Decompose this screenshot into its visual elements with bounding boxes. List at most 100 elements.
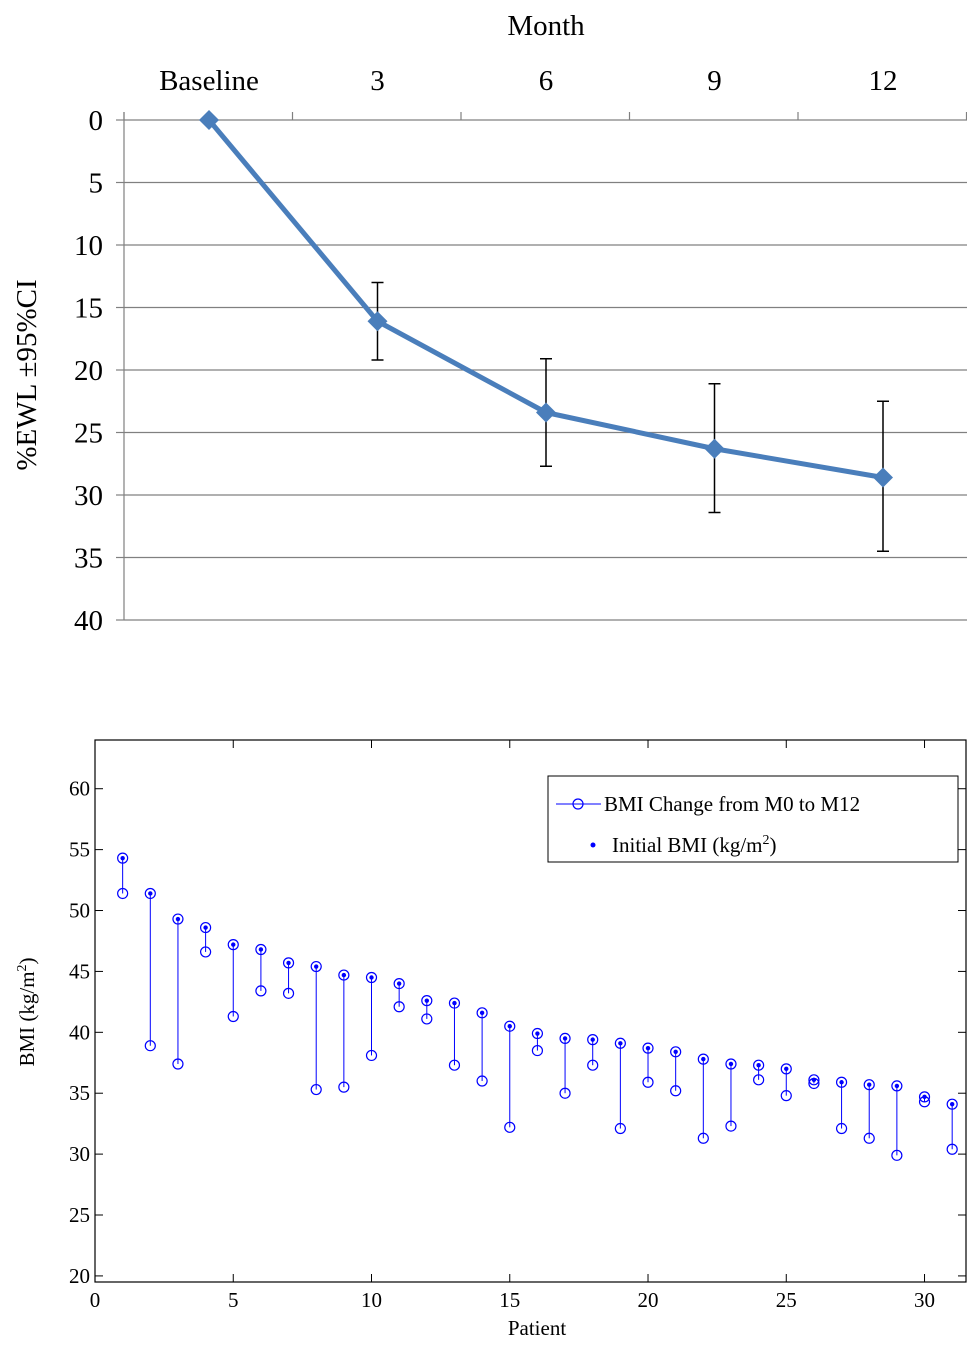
bmi-y-tick-label-50: 50 xyxy=(69,899,90,923)
bmi-x-tick-label-5: 5 xyxy=(228,1288,239,1312)
ewl-x-tick-label-2: 6 xyxy=(539,65,554,97)
bmi-initial-point-22 xyxy=(701,1056,706,1062)
ewl-y-axis-label: %EWL ±95%CI xyxy=(11,279,43,470)
legend-label-initial-close: ) xyxy=(770,833,777,857)
bmi-initial-ring-5 xyxy=(227,939,239,951)
legend-box xyxy=(547,775,959,863)
bmi-m12-point-25 xyxy=(780,1090,792,1102)
ewl-y-tick-label-25: 25 xyxy=(74,418,103,450)
bmi-initial-ring-22 xyxy=(697,1053,709,1065)
bmi-initial-ring-25 xyxy=(780,1063,792,1075)
bmi-initial-markers xyxy=(117,852,958,1110)
bmi-m12-point-12 xyxy=(421,1013,433,1025)
bmi-initial-ring-11 xyxy=(393,977,405,990)
bmi-initial-ring-21 xyxy=(670,1046,682,1058)
ewl-y-tick-labels: 0 5 10 15 20 25 30 35 40 xyxy=(74,105,103,637)
bmi-initial-point-17 xyxy=(562,1036,568,1041)
bmi-m12-point-14 xyxy=(476,1075,488,1087)
bmi-m12-point-1 xyxy=(117,887,129,900)
bmi-initial-ring-14 xyxy=(476,1007,488,1019)
ewl-y-tick-label-20: 20 xyxy=(74,355,103,387)
bmi-initial-point-10 xyxy=(369,975,374,980)
bmi-m12-point-21 xyxy=(670,1085,682,1097)
bmi-tick-marks xyxy=(94,740,966,1282)
bmi-initial-ring-4 xyxy=(200,921,212,934)
ewl-x-tick-marks xyxy=(116,112,967,621)
bmi-initial-ring-6 xyxy=(255,943,267,956)
bmi-initial-point-26 xyxy=(811,1077,817,1083)
bmi-m12-point-27 xyxy=(835,1122,848,1135)
ewl-marker-2 xyxy=(536,402,556,423)
ewl-y-tick-label-30: 30 xyxy=(74,480,103,512)
bmi-y-tick-label-40: 40 xyxy=(69,1020,90,1044)
bmi-initial-point-15 xyxy=(507,1024,512,1029)
bmi-m12-point-13 xyxy=(448,1059,461,1071)
bmi-y-axis-label-text: BMI (kg/m xyxy=(15,971,39,1066)
ewl-y-tick-label-35: 35 xyxy=(74,543,103,575)
bmi-initial-point-20 xyxy=(645,1045,651,1051)
bmi-initial-point-4 xyxy=(203,925,208,930)
bmi-initial-ring-2 xyxy=(144,887,156,900)
bmi-m12-point-10 xyxy=(365,1049,378,1062)
bmi-m12-point-20 xyxy=(642,1076,654,1088)
bmi-initial-ring-12 xyxy=(421,995,433,1007)
bmi-x-tick-label-10: 10 xyxy=(361,1288,382,1312)
bmi-m12-point-23 xyxy=(725,1120,737,1132)
legend-label-change: BMI Change from M0 to M12 xyxy=(604,792,860,816)
bmi-initial-ring-23 xyxy=(725,1058,737,1070)
ewl-x-tick-label-3: 9 xyxy=(707,65,722,97)
bmi-initial-point-8 xyxy=(314,964,319,969)
ewl-marker-1 xyxy=(367,311,388,332)
ewl-error-bars xyxy=(371,281,889,552)
bmi-initial-ring-17 xyxy=(559,1032,571,1045)
ewl-y-tick-label-0: 0 xyxy=(89,105,104,137)
bmi-m12-point-22 xyxy=(697,1132,709,1144)
bmi-initial-point-24 xyxy=(756,1063,761,1068)
legend-label-initial-text: Initial BMI (kg/m xyxy=(612,833,763,857)
bmi-x-tick-label-15: 15 xyxy=(499,1288,520,1312)
bmi-m12-point-18 xyxy=(587,1059,599,1071)
bmi-initial-point-18 xyxy=(590,1037,595,1042)
bmi-stems xyxy=(122,858,953,1156)
bmi-initial-ring-10 xyxy=(365,971,378,984)
bmi-initial-point-11 xyxy=(396,981,402,986)
bmi-initial-point-19 xyxy=(618,1041,623,1046)
bmi-initial-point-1 xyxy=(120,855,125,861)
bmi-initial-ring-20 xyxy=(642,1042,654,1054)
bmi-y-tick-label-30: 30 xyxy=(69,1142,90,1166)
legend-label-initial: Initial BMI (kg/m2) xyxy=(612,833,777,857)
bmi-initial-ring-3 xyxy=(172,913,184,925)
bmi-initial-point-3 xyxy=(175,916,181,922)
bmi-initial-ring-13 xyxy=(448,997,461,1009)
bmi-m12-point-17 xyxy=(559,1087,571,1099)
ewl-x-tick-labels: Baseline 3 6 9 12 xyxy=(159,65,897,97)
ewl-markers xyxy=(199,110,893,488)
bmi-y-tick-label-45: 45 xyxy=(69,959,90,983)
bmi-m12-point-5 xyxy=(227,1010,239,1023)
bmi-y-axis-label-sup: 2 xyxy=(15,964,30,971)
ewl-y-tick-label-5: 5 xyxy=(89,168,104,200)
bmi-initial-point-30 xyxy=(922,1094,927,1100)
ewl-x-tick-label-0: Baseline xyxy=(159,65,259,97)
bmi-m12-point-16 xyxy=(531,1044,544,1057)
bmi-y-tick-label-60: 60 xyxy=(69,777,90,801)
bmi-m12-point-9 xyxy=(338,1081,350,1093)
bmi-initial-point-6 xyxy=(258,947,264,952)
bmi-initial-point-21 xyxy=(673,1049,678,1055)
bmi-m12-point-7 xyxy=(282,987,295,999)
ewl-x-axis-label: Month xyxy=(507,10,585,42)
bmi-legend: BMI Change from M0 to M12 Initial BMI (k… xyxy=(547,775,959,863)
bmi-initial-point-28 xyxy=(867,1082,872,1087)
bmi-initial-point-25 xyxy=(784,1066,789,1072)
bmi-initial-ring-26 xyxy=(808,1074,820,1086)
bmi-initial-ring-9 xyxy=(338,969,350,981)
bmi-y-tick-labels: 20 25 30 35 40 45 50 55 60 xyxy=(69,777,90,1288)
bmi-initial-ring-19 xyxy=(614,1037,626,1049)
bmi-m12-point-4 xyxy=(200,946,212,958)
bmi-initial-ring-31 xyxy=(946,1098,958,1110)
bmi-m12-point-28 xyxy=(863,1132,875,1144)
bmi-initial-point-7 xyxy=(286,960,291,966)
bmi-initial-ring-15 xyxy=(504,1020,516,1032)
bmi-initial-ring-16 xyxy=(531,1027,544,1040)
